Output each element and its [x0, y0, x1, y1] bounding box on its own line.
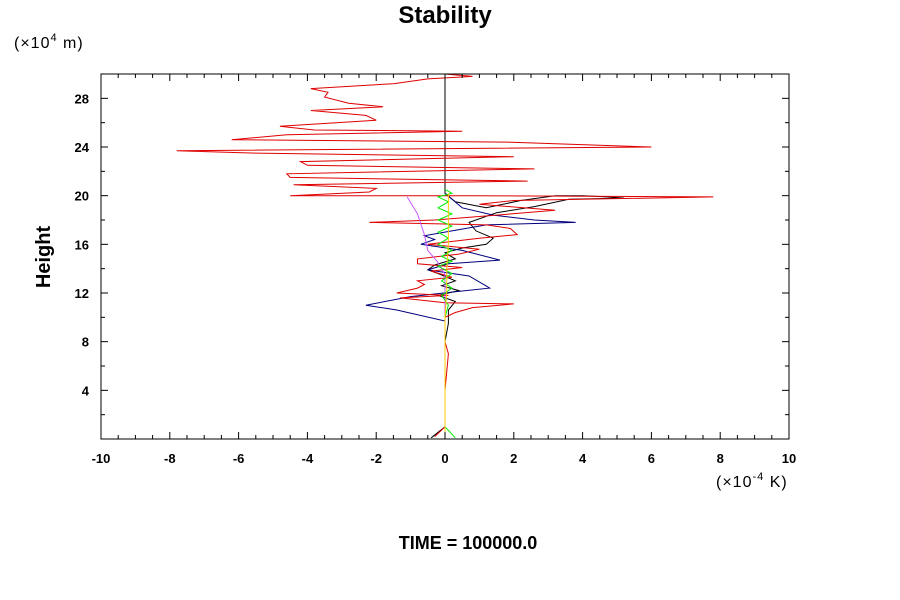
x-tick-label: 4	[579, 451, 587, 466]
x-tick-label: -4	[302, 451, 314, 466]
y-tick-label: 12	[75, 286, 89, 301]
x-tick-label: 0	[441, 451, 448, 466]
series-layer	[176, 74, 714, 439]
x-tick-label: -8	[164, 451, 176, 466]
x-axis: -10 -8 -6 -4 -2 0 2 4 6 8 10	[92, 74, 796, 466]
x-tick-label: 2	[510, 451, 517, 466]
y-tick-label: 28	[75, 91, 89, 106]
y-axis: 4 8 12 16 20 24 28	[75, 73, 789, 440]
series-line-6	[444, 193, 449, 436]
y-tick-label: 16	[75, 237, 89, 252]
x-tick-label: 6	[648, 451, 655, 466]
x-tick-label: 10	[782, 451, 796, 466]
y-tick-label: 8	[82, 335, 89, 350]
y-unit-label: (×104 m)	[14, 32, 84, 52]
x-tick-label: 8	[717, 451, 724, 466]
chart-title: Stability	[398, 2, 492, 29]
x-tick-label: -10	[92, 451, 111, 466]
x-tick-label: -6	[233, 451, 245, 466]
y-tick-label: 24	[75, 140, 90, 155]
y-tick-label: 20	[75, 189, 89, 204]
x-unit-label: (×10-4 K)	[716, 471, 788, 491]
series-line-3	[176, 74, 714, 437]
series-line-2	[365, 192, 576, 433]
y-axis-label: Height	[33, 226, 55, 289]
plot-area	[176, 74, 714, 439]
x-tick-label: -2	[370, 451, 382, 466]
series-line-1	[426, 74, 624, 439]
time-label: TIME = 100000.0	[399, 533, 538, 553]
series-line-4	[406, 196, 446, 433]
y-tick-label: 4	[82, 383, 90, 398]
